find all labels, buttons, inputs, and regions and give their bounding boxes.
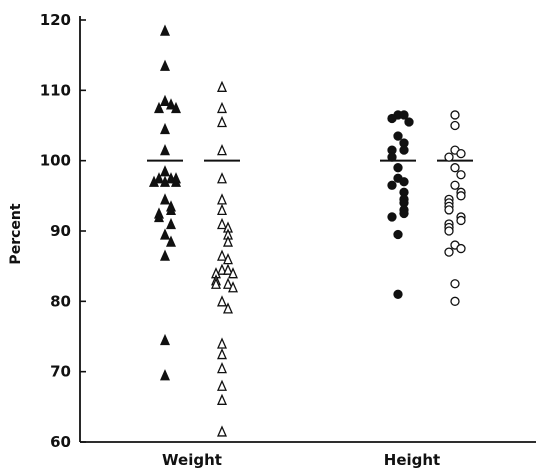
data-point xyxy=(218,381,226,390)
data-point xyxy=(218,297,226,306)
series-weight-open xyxy=(204,82,240,436)
data-point xyxy=(218,82,226,91)
data-point xyxy=(457,150,465,158)
series-height-filled xyxy=(380,111,416,298)
data-point xyxy=(451,181,459,189)
data-point xyxy=(218,103,226,112)
y-tick-label: 80 xyxy=(50,292,71,310)
data-point xyxy=(394,132,402,140)
y-tick-label: 70 xyxy=(50,363,71,381)
data-point xyxy=(388,114,396,122)
data-point xyxy=(451,280,459,288)
data-point xyxy=(161,251,169,260)
data-point xyxy=(388,153,396,161)
data-point xyxy=(218,350,226,359)
data-point xyxy=(400,178,408,186)
data-point xyxy=(388,213,396,221)
data-point xyxy=(218,174,226,183)
data-points-group xyxy=(147,26,473,436)
y-tick-label: 120 xyxy=(40,11,71,29)
data-point xyxy=(451,164,459,172)
y-tick-label: 110 xyxy=(40,81,71,99)
data-point xyxy=(457,171,465,179)
data-point xyxy=(218,219,226,228)
data-point xyxy=(218,339,226,348)
data-point xyxy=(218,146,226,155)
y-tick-label: 90 xyxy=(50,222,71,240)
y-axis-title: Percent xyxy=(8,203,24,264)
data-point xyxy=(394,290,402,298)
data-point xyxy=(394,164,402,172)
data-point xyxy=(400,209,408,217)
data-point xyxy=(161,230,169,239)
data-point xyxy=(167,219,175,228)
data-point xyxy=(218,117,226,126)
data-point xyxy=(161,125,169,134)
data-point xyxy=(457,216,465,224)
category-labels-group: Weight Height xyxy=(162,451,440,469)
category-label-height: Height xyxy=(384,451,440,469)
data-point xyxy=(161,371,169,380)
data-point xyxy=(451,122,459,130)
data-point xyxy=(161,26,169,35)
data-point xyxy=(451,297,459,305)
data-point xyxy=(400,146,408,154)
data-point xyxy=(161,336,169,345)
data-point xyxy=(400,111,408,119)
data-point xyxy=(218,427,226,436)
data-point xyxy=(388,181,396,189)
data-point xyxy=(457,192,465,200)
data-point xyxy=(445,153,453,161)
y-tick-label: 60 xyxy=(50,433,71,451)
data-point xyxy=(218,251,226,260)
data-point xyxy=(451,111,459,119)
data-point xyxy=(218,195,226,204)
data-point xyxy=(161,61,169,70)
data-point xyxy=(445,227,453,235)
data-point xyxy=(161,96,169,105)
data-point xyxy=(445,248,453,256)
series-height-open xyxy=(437,111,473,305)
data-point xyxy=(405,118,413,126)
data-point xyxy=(218,364,226,373)
data-point xyxy=(394,231,402,239)
data-point xyxy=(161,195,169,204)
series-weight-filled xyxy=(147,26,183,380)
y-tick-label: 100 xyxy=(40,152,71,170)
data-point xyxy=(218,205,226,214)
category-label-weight: Weight xyxy=(162,451,222,469)
data-point xyxy=(161,167,169,176)
data-point xyxy=(161,146,169,155)
data-point xyxy=(445,206,453,214)
data-point xyxy=(218,395,226,404)
data-point xyxy=(457,245,465,253)
y-ticks-group: 60 70 80 90 100 110 120 xyxy=(40,11,86,451)
